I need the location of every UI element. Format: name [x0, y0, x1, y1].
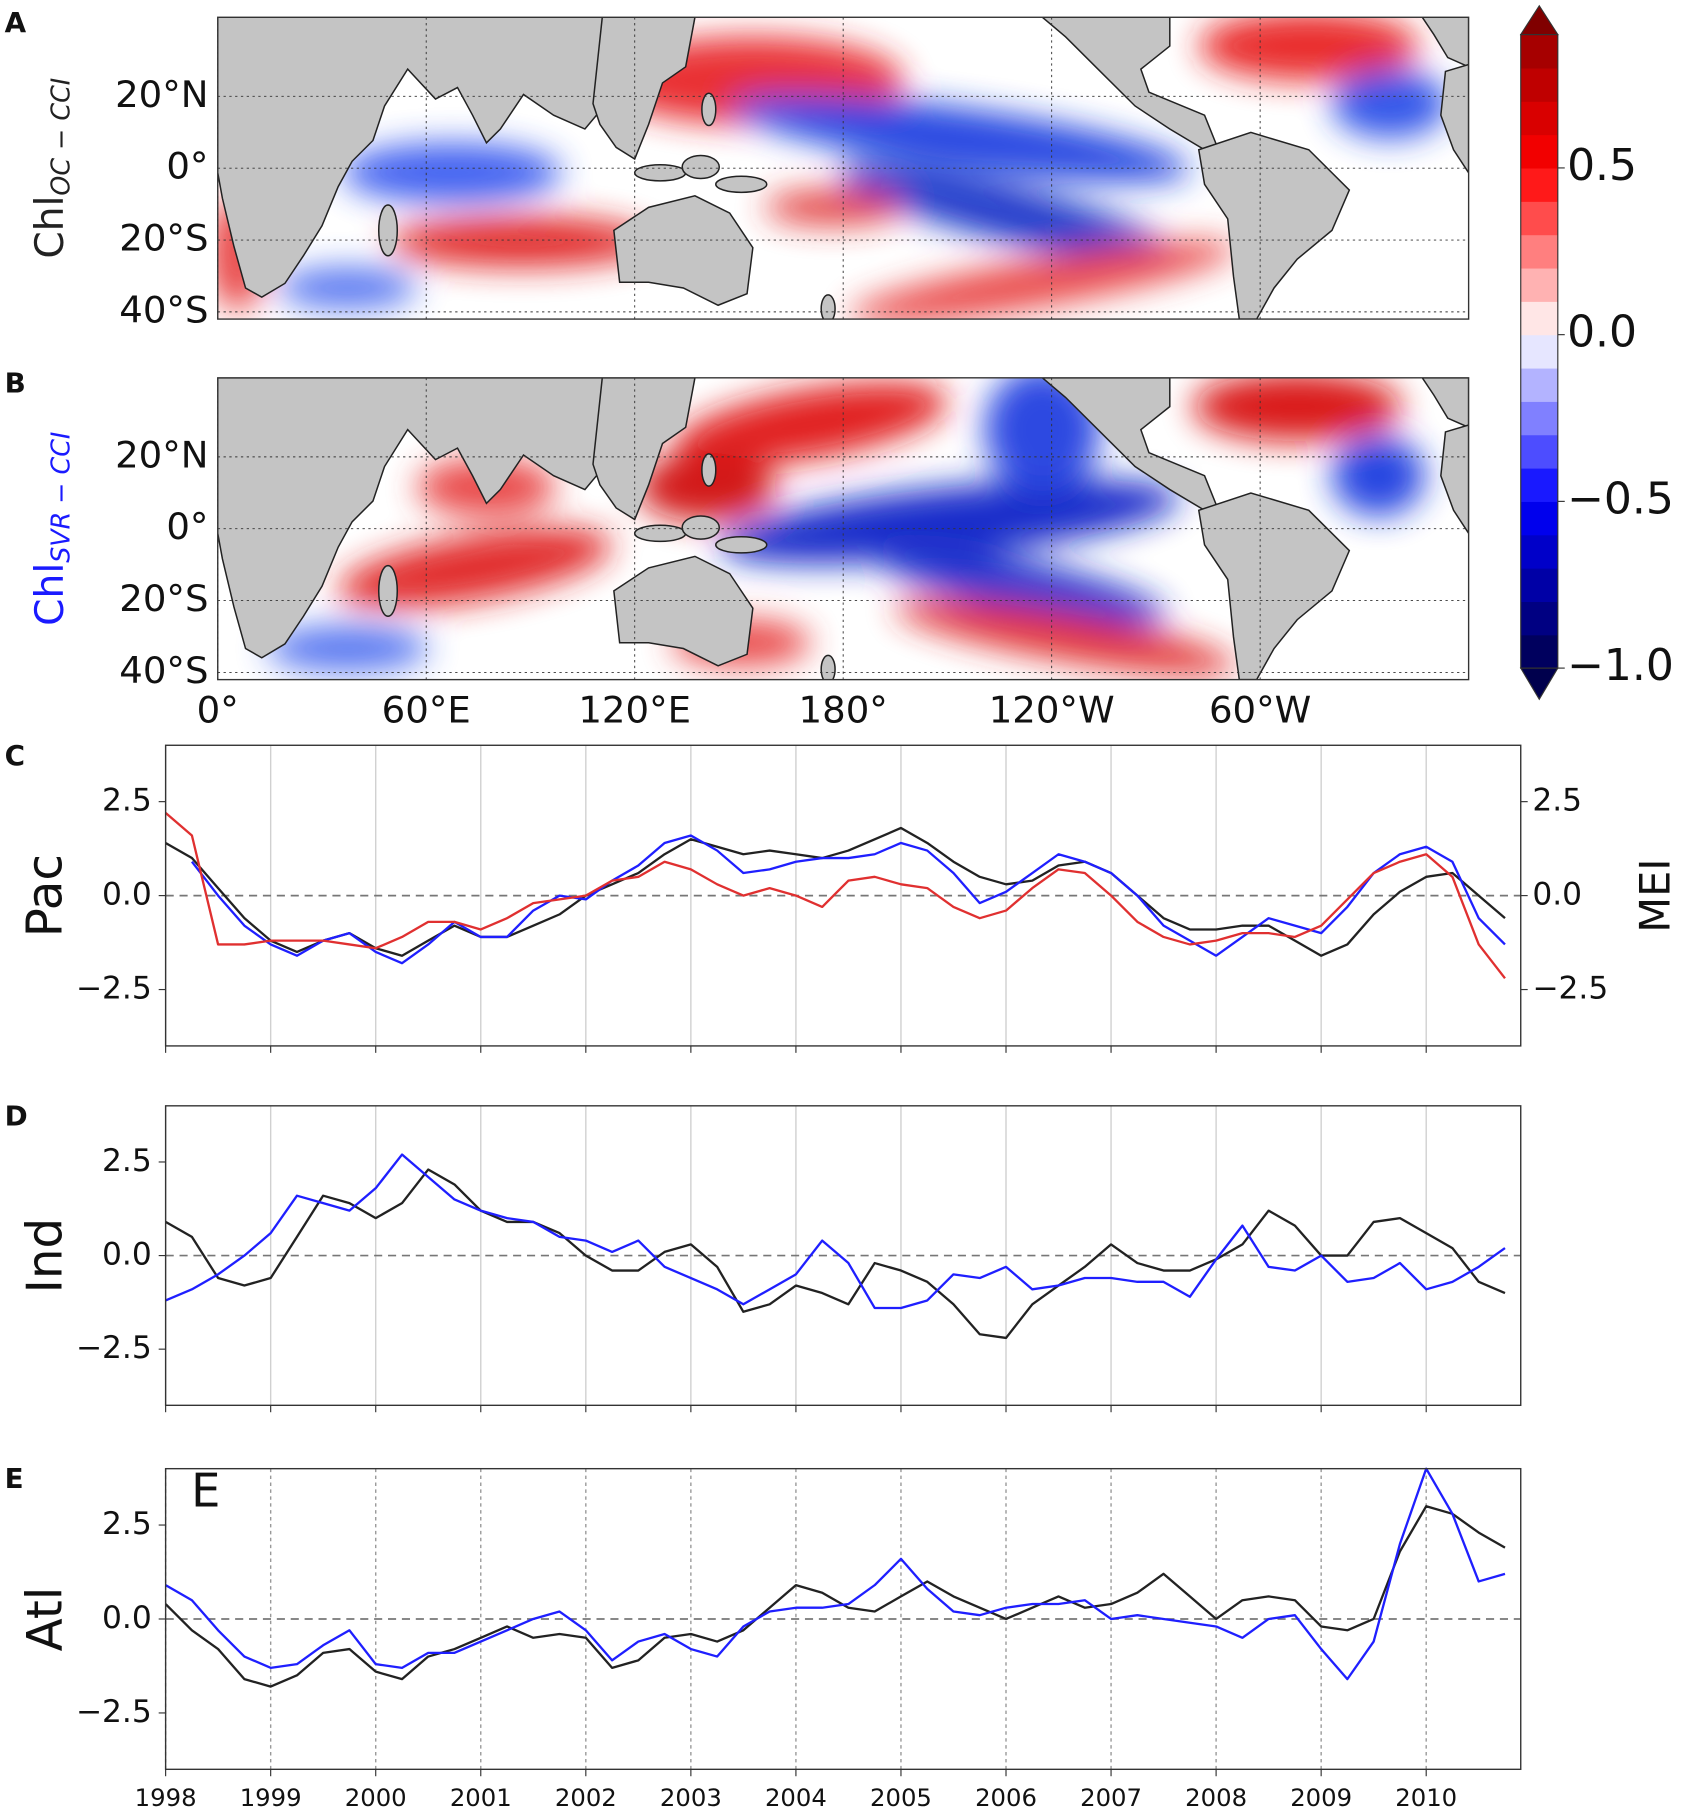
colorbar-level	[1520, 201, 1558, 236]
y-axis-label: ChlOC − CCI	[28, 78, 76, 259]
colorbar-level	[1520, 334, 1558, 369]
y-axis-label: ChlSVR − CCI	[28, 432, 76, 626]
colorbar-tick-label: 0.0	[1567, 307, 1637, 358]
x-tick-label: 1998	[135, 1783, 197, 1812]
colorbar-level	[1520, 234, 1558, 269]
x-tick-label: 180°	[799, 688, 888, 731]
colorbar-frame	[1520, 33, 1559, 669]
y2-tick-label: −2.5	[1532, 971, 1608, 1007]
colorbar-tick-label: 0.5	[1567, 140, 1637, 191]
y-tick-label: 20°N	[115, 433, 208, 476]
x-tick-label: 2008	[1185, 1783, 1247, 1812]
y-tick-label: 0°	[166, 145, 208, 188]
y-tick-label: −2.5	[76, 1694, 152, 1730]
colorbar-level	[1520, 401, 1558, 436]
colorbar-level	[1520, 67, 1558, 102]
y-tick-label: 20°S	[119, 577, 208, 620]
colorbar-level	[1520, 501, 1558, 536]
panel-annotation: E	[191, 1464, 220, 1518]
x-tick-label: 2006	[975, 1783, 1037, 1812]
series-line	[164, 1505, 1506, 1688]
x-tick-label: 2001	[450, 1783, 512, 1812]
colorbar-level	[1520, 568, 1558, 602]
colorbar-level	[1520, 368, 1558, 402]
y-tick-label: 2.5	[102, 783, 152, 819]
colorbar-extend-top	[1519, 4, 1559, 36]
y-tick-label: 0°	[166, 505, 208, 548]
x-tick-label: 1999	[240, 1783, 302, 1812]
y-axis-label-main: Chl	[28, 563, 73, 626]
colorbar-level	[1520, 434, 1558, 469]
x-tick-label: 2000	[345, 1783, 407, 1812]
map-a-field	[217, 17, 1469, 320]
y2-tick-label: 0.0	[1532, 877, 1582, 913]
y-tick-label: 0.0	[102, 1237, 152, 1273]
y2-axis-label: MEI	[1630, 859, 1679, 933]
x-tick-label: 2005	[870, 1783, 932, 1812]
y-tick-label: 40°S	[119, 288, 208, 331]
series-line	[165, 1168, 1506, 1340]
colorbar-level	[1520, 267, 1558, 302]
y-tick-label: 20°S	[119, 217, 208, 260]
y-tick-label: 2.5	[102, 1506, 152, 1542]
x-tick-label: 60°W	[1209, 688, 1311, 731]
plot-frame	[164, 1105, 1522, 1407]
y-tick-label: −2.5	[76, 971, 152, 1007]
plot-frame	[164, 1467, 1522, 1771]
y-tick-label: 2.5	[102, 1143, 152, 1179]
x-tick-label: 2007	[1080, 1783, 1142, 1812]
map-frame	[217, 377, 1470, 681]
y-axis-label: Pac	[18, 854, 74, 937]
colorbar-level	[1520, 601, 1558, 636]
y-axis-label: Ind	[18, 1218, 74, 1294]
y-tick-label: 40°S	[119, 649, 208, 692]
series-line	[165, 1153, 1506, 1310]
colorbar-extend-bottom	[1519, 667, 1559, 701]
y-axis-label-sub: OC − CCI	[45, 78, 75, 196]
x-tick-label: 120°E	[578, 688, 691, 731]
colorbar-level	[1520, 468, 1558, 502]
y2-tick-label: 2.5	[1532, 783, 1582, 819]
y-tick-label: 0.0	[102, 1600, 152, 1636]
y-tick-label: 20°N	[115, 73, 208, 116]
colorbar-level	[1520, 101, 1558, 136]
map-frame	[217, 16, 1470, 320]
y-axis-label: Atl	[18, 1587, 74, 1652]
colorbar-level	[1520, 534, 1558, 569]
plot-frame	[164, 744, 1522, 1047]
x-tick-label: 0°	[197, 688, 239, 731]
x-tick-label: 60°E	[382, 688, 471, 731]
colorbar-level	[1520, 167, 1558, 202]
y-axis-label-sub: SVR − CCI	[45, 432, 75, 563]
x-tick-label: 2003	[660, 1783, 722, 1812]
panel-letter: B	[5, 367, 26, 400]
x-tick-label: 120°W	[989, 688, 1115, 731]
colorbar-tick-label: −1.0	[1567, 640, 1674, 691]
x-tick-label: 2009	[1290, 1783, 1352, 1812]
panel-letter: D	[5, 1099, 28, 1132]
colorbar-level	[1520, 301, 1558, 336]
y-tick-label: −2.5	[76, 1330, 152, 1366]
y-tick-label: 0.0	[102, 877, 152, 913]
series-line	[165, 826, 1506, 957]
panel-letter: E	[5, 1462, 24, 1495]
colorbar-level	[1520, 34, 1558, 69]
x-tick-label: 2004	[765, 1783, 827, 1812]
x-tick-label: 2010	[1395, 1783, 1457, 1812]
panel-letter: A	[5, 6, 27, 39]
series-line	[190, 834, 1506, 965]
x-tick-label: 2002	[555, 1783, 617, 1812]
colorbar-level	[1520, 634, 1558, 669]
colorbar-level	[1520, 134, 1558, 169]
y-axis-label-main: Chl	[28, 196, 73, 259]
colorbar-tick-label: −0.5	[1567, 473, 1674, 524]
panel-letter: C	[5, 739, 25, 772]
series-line	[165, 1467, 1506, 1681]
series-line	[164, 812, 1506, 980]
